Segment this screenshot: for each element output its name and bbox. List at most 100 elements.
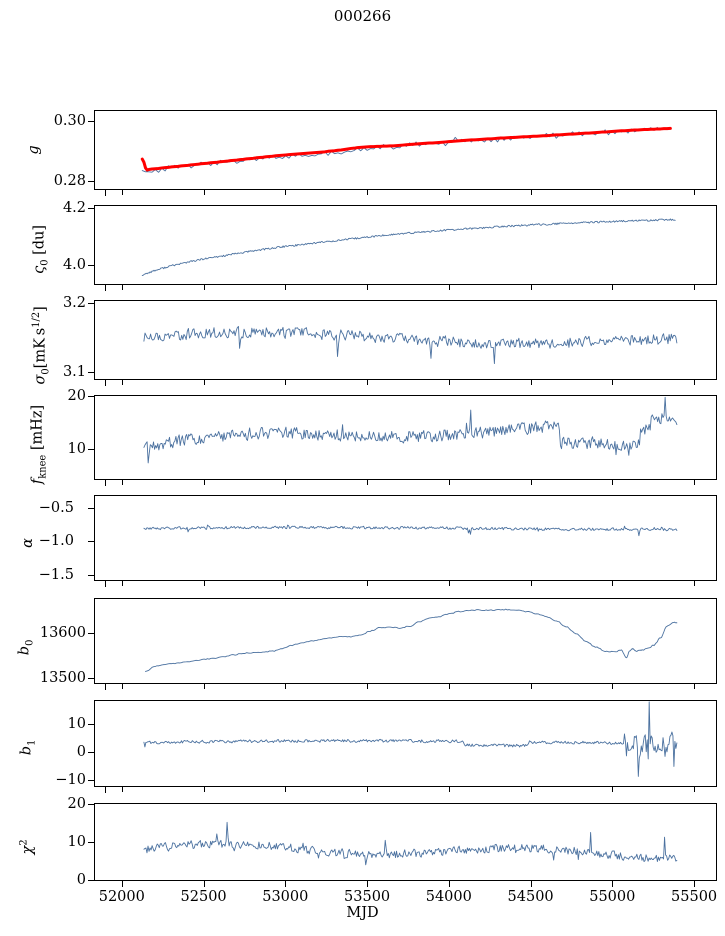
x-tickmark-panel5-0 [121,581,123,586]
panel-sigma0-du [94,205,717,285]
x-tickmark-4 [448,881,450,887]
x-tickmark-panel3-7 [694,380,696,385]
x-tickmark-1 [203,881,205,887]
x-tickmark-panel6-2 [285,684,287,689]
x-tickmark-panel3-0 [121,380,123,385]
panel-6-ytick-1: 13500 [39,670,86,686]
x-tickmark-panel2-0 [121,285,123,290]
panel-3-ytick-1: 3.1 [62,364,86,380]
x-tickmark-panel4-5 [530,480,532,485]
x-tickmark-panel7-2 [285,787,287,792]
x-tickmark-panel4-1 [203,480,205,485]
x-axis-label: MJD [346,905,379,921]
x-tickmark-7 [694,881,696,887]
panel-1-tickmark-0 [88,121,95,123]
x-tickmark-panel6-6 [612,684,614,689]
panel1-canvas [140,126,672,173]
x-tickmark-panel5-7 [694,581,696,586]
x-tickmark-panel5-2 [285,581,287,586]
panel-8-ytick-1: 10 [67,834,86,850]
panel-5-ytick-2: −1.5 [38,567,74,583]
panel-6-tickmark-1 [88,678,95,680]
x-tickmark-panel2-5 [530,285,532,290]
x-tickmark-panel2-6 [612,285,614,290]
x-tickmark-5 [530,881,532,887]
panel-6-tickmark-0 [88,633,95,635]
x-tickmark-panel7-1 [203,787,205,792]
x-ticklabel-5: 54500 [507,889,554,905]
x-tickmark-panel3-4 [448,380,450,385]
panel2-canvas [141,218,676,276]
panel-5-ytick-1: −1.0 [38,533,74,549]
x-ticklabel-1: 52500 [180,889,227,905]
panel-3-tickmark-0 [88,303,95,305]
x-tickmark-panel1-1 [203,190,205,195]
panel8-canvas [143,821,678,866]
x-tickmark-panel4-0 [121,480,123,485]
x-tickmark-panel1-4 [448,190,450,195]
panel7-canvas [143,701,678,777]
panel-6-xtick-bottom [105,684,107,690]
panel-sigma0-mks [94,300,717,380]
panel-8-tickmark-2 [88,880,95,882]
panel-5-tickmark-0 [88,508,95,510]
x-tickmark-panel2-1 [203,285,205,290]
x-tickmark-6 [612,881,614,887]
x-tickmark-panel3-2 [285,380,287,385]
x-tickmark-panel6-4 [448,684,450,689]
panel-2-tickmark-0 [88,208,95,210]
x-tickmark-panel7-0 [121,787,123,792]
x-tickmark-panel3-6 [612,380,614,385]
panel-alpha [94,495,717,581]
x-tickmark-panel2-7 [694,285,696,290]
x-tickmark-panel4-3 [367,480,369,485]
series-alpha [143,524,678,537]
panel-4-ytick-0: 20 [67,388,86,404]
x-tickmark-panel1-7 [694,190,696,195]
panel-2-xtick-bottom [105,285,107,291]
series-chi2 [143,821,678,866]
panel-2-tickmark-1 [88,265,95,267]
panel-8-tickmark-1 [88,842,95,844]
panel-2-ytick-0: 4.2 [62,200,86,216]
x-tickmark-panel6-3 [367,684,369,689]
panel-7-xtick-bottom [105,787,107,793]
x-tickmark-panel5-4 [448,581,450,586]
x-tickmark-panel5-1 [203,581,205,586]
x-ticklabel-4: 54000 [425,889,472,905]
panel-3-xtick-bottom [105,380,107,386]
x-tickmark-panel1-2 [285,190,287,195]
panel-5-ytick-0: −0.5 [38,500,74,516]
x-tickmark-panel4-4 [448,480,450,485]
panel-7-tickmark-0 [88,724,95,726]
panel-8-ytick-2: 0 [76,872,86,888]
panel-chi2 [94,803,717,881]
x-ticklabel-2: 53000 [262,889,309,905]
x-tickmark-panel1-6 [612,190,614,195]
panel-1-xtick-bottom [105,190,107,196]
panel-1-ytick-0: 0.30 [53,113,86,129]
series-b0 [145,608,678,672]
panel-2-ytick-1: 4.0 [62,257,86,273]
x-tickmark-2 [285,881,287,887]
panel4-canvas [143,396,678,464]
panel-b0 [94,598,717,684]
panel-g [94,110,717,190]
x-tickmark-panel2-2 [285,285,287,290]
panel5-canvas [143,524,678,537]
x-ticklabel-0: 52000 [98,889,145,905]
x-tickmark-panel1-5 [530,190,532,195]
panel-7-ytick-1: 0 [76,744,86,760]
panel-4-ytick-1: 10 [67,441,86,457]
panel-5-tickmark-1 [88,541,95,543]
x-ticklabel-7: 55500 [671,889,718,905]
panel-1-ytick-1: 0.28 [53,173,86,189]
panel-5-tickmark-2 [88,575,95,577]
x-tickmark-panel3-1 [203,380,205,385]
panel-7-ytick-2: −10 [55,772,86,788]
panel3-canvas [143,326,678,364]
panel-4-xtick-bottom [105,480,107,486]
panel-3-ytick-0: 3.2 [62,295,86,311]
panel-b1 [94,700,717,787]
